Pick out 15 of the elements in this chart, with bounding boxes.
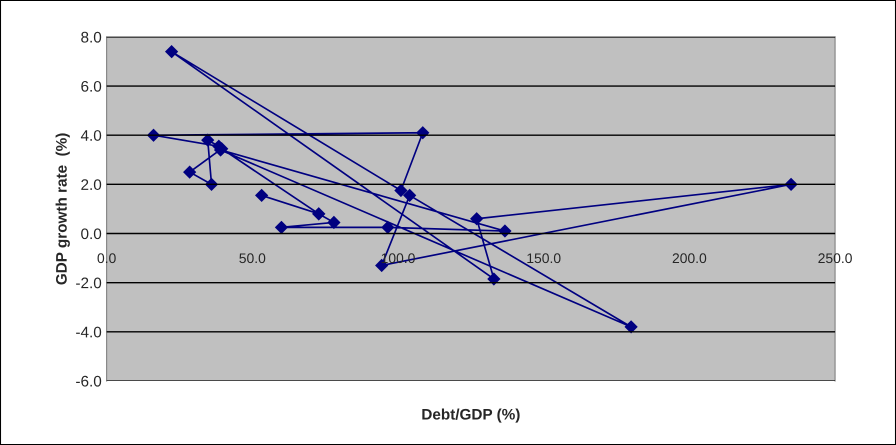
y-tick-label: 4.0 <box>80 130 102 141</box>
y-tick-label: 8.0 <box>81 32 102 43</box>
x-tick-label: 0.0 <box>98 253 116 264</box>
y-tick-label: 6.0 <box>81 80 102 92</box>
x-axis-title: Debt/GDP (%) <box>422 408 520 423</box>
y-tick-label: -6.0 <box>76 376 102 387</box>
y-tick-label: -2.0 <box>76 278 102 288</box>
x-tick-label: 50.0 <box>239 253 266 264</box>
x-tick-label: 200.0 <box>672 253 706 264</box>
y-tick-label: 0.0 <box>81 228 102 240</box>
x-tick-label: 250.0 <box>818 253 852 264</box>
y-tick-label: 2.0 <box>81 179 102 190</box>
y-axis-title: GDP growth rate (%) <box>56 133 70 285</box>
x-tick-label: 150.0 <box>527 253 561 264</box>
y-tick-label: -4.0 <box>76 326 102 338</box>
